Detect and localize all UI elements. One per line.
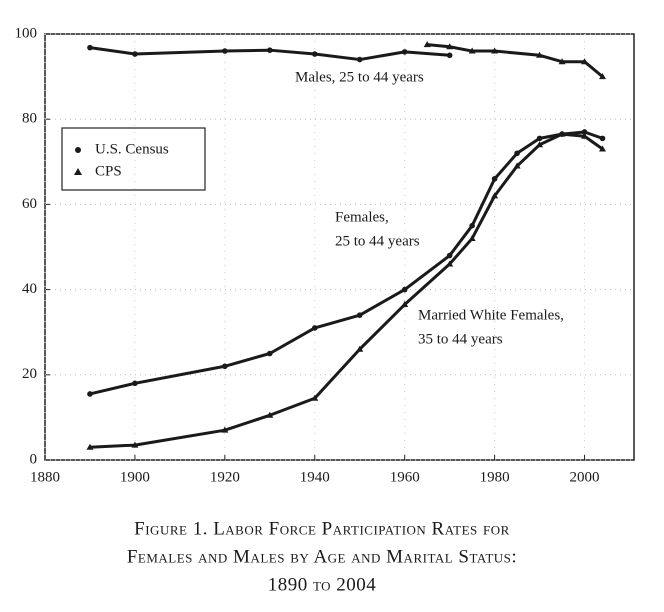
marker-triangle: [446, 260, 454, 267]
chart-title: Figure 1. Labor Force Participation Rate…: [134, 518, 510, 539]
marker-circle: [267, 350, 273, 357]
marker-circle: [356, 56, 363, 63]
series-line: [427, 43, 604, 78]
marker-circle: [491, 176, 498, 182]
x-tick-label: 1880: [30, 469, 60, 485]
marker-circle: [356, 312, 363, 318]
series-label: 35 to 44 years: [418, 331, 503, 347]
marker-triangle: [581, 132, 589, 139]
marker-circle: [514, 150, 520, 157]
legend-label: U.S. Census: [95, 141, 169, 157]
x-tick-label: 1900: [120, 469, 150, 485]
legend-label: CPS: [95, 163, 122, 179]
marker-triangle: [599, 73, 607, 80]
marker-circle: [87, 44, 93, 51]
y-tick-label: 100: [15, 25, 38, 41]
marker-circle: [87, 391, 93, 397]
y-tick-label: 40: [22, 281, 37, 297]
marker-circle: [599, 135, 606, 142]
marker-triangle: [423, 41, 431, 48]
marker-triangle: [131, 441, 139, 448]
legend-marker: [75, 147, 81, 153]
marker-triangle: [311, 394, 319, 401]
marker-triangle: [513, 162, 521, 169]
marker-triangle: [86, 443, 94, 450]
marker-triangle: [468, 47, 476, 54]
marker-triangle: [581, 58, 589, 65]
series-label: Married White Females,: [418, 307, 564, 323]
x-tick-label: 1920: [210, 469, 240, 485]
marker-circle: [469, 222, 475, 229]
marker-circle: [222, 48, 228, 54]
marker-circle: [401, 286, 408, 293]
marker-circle: [267, 47, 273, 53]
legend-marker: [74, 168, 82, 175]
marker-triangle: [491, 47, 499, 54]
marker-circle: [132, 51, 138, 57]
x-tick-label: 1980: [480, 469, 510, 485]
series-label: Females,: [335, 209, 389, 225]
marker-triangle: [536, 51, 544, 58]
marker-circle: [311, 51, 318, 57]
legend-box: [61, 127, 206, 191]
marker-circle: [311, 325, 318, 331]
marker-triangle: [536, 141, 544, 148]
marker-triangle: [401, 301, 409, 308]
marker-triangle: [558, 130, 566, 137]
marker-triangle: [266, 411, 274, 418]
marker-circle: [401, 49, 408, 55]
y-tick-label: 60: [22, 196, 37, 212]
marker-triangle: [356, 345, 364, 352]
plot-frame: [44, 33, 635, 461]
marker-circle: [446, 52, 453, 59]
x-tick-label: 2000: [570, 469, 600, 485]
marker-triangle: [599, 145, 607, 152]
y-tick-label: 0: [30, 451, 38, 467]
marker-triangle: [491, 192, 499, 199]
x-tick-label: 1940: [300, 469, 330, 485]
y-tick-label: 80: [22, 111, 37, 127]
marker-circle: [222, 363, 228, 370]
series-line: [89, 46, 450, 62]
marker-circle: [536, 135, 543, 142]
marker-circle: [132, 380, 138, 387]
marker-triangle: [221, 426, 229, 433]
marker-circle: [446, 252, 453, 259]
marker-triangle: [446, 43, 454, 50]
y-tick-label: 20: [22, 366, 37, 382]
marker-triangle: [468, 234, 476, 241]
x-tick-label: 1960: [390, 469, 420, 485]
marker-triangle: [558, 58, 566, 65]
chart-title: 1890 to 2004: [268, 574, 377, 595]
series-label: Males, 25 to 44 years: [295, 69, 424, 85]
marker-circle: [581, 129, 588, 135]
series-label: 25 to 44 years: [335, 233, 420, 249]
chart-title: Females and Males by Age and Marital Sta…: [127, 546, 517, 567]
